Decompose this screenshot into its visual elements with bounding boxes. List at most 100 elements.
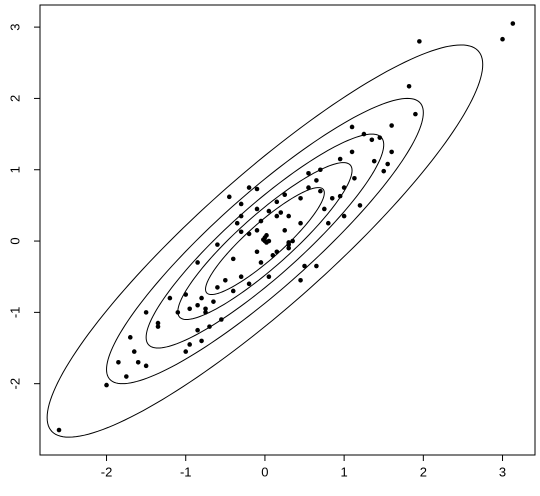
point xyxy=(135,359,141,365)
point xyxy=(286,245,291,251)
y-tick-label: 0 xyxy=(7,237,22,244)
x-tick-label: 2 xyxy=(420,464,427,479)
point xyxy=(290,238,295,244)
y-tick-label: 2 xyxy=(7,95,22,102)
point xyxy=(211,299,216,304)
point xyxy=(238,274,244,280)
y-tick-label: 3 xyxy=(7,23,22,30)
point xyxy=(254,228,260,233)
point xyxy=(203,306,208,312)
point xyxy=(389,123,394,128)
point xyxy=(116,359,121,365)
point xyxy=(56,427,62,433)
contour xyxy=(145,133,385,349)
point xyxy=(199,295,204,301)
point xyxy=(349,124,355,130)
point xyxy=(357,203,363,208)
point xyxy=(234,220,240,226)
point xyxy=(377,135,383,140)
point xyxy=(510,21,516,26)
plot-box xyxy=(39,4,536,456)
point xyxy=(282,192,288,197)
point xyxy=(254,249,260,255)
point xyxy=(361,131,367,137)
point xyxy=(337,193,343,199)
point xyxy=(329,195,335,201)
point xyxy=(349,149,355,155)
point xyxy=(318,188,323,194)
point xyxy=(143,310,149,315)
point xyxy=(314,178,319,183)
point xyxy=(238,213,244,219)
point xyxy=(254,206,260,212)
point xyxy=(127,335,133,340)
point xyxy=(385,161,390,167)
point xyxy=(215,242,220,247)
point xyxy=(298,277,303,283)
point xyxy=(261,237,266,242)
point xyxy=(246,231,252,237)
point xyxy=(223,277,228,283)
point xyxy=(286,242,291,247)
point xyxy=(352,175,357,181)
point xyxy=(298,220,303,226)
point xyxy=(226,194,232,200)
point xyxy=(266,238,272,244)
point xyxy=(341,213,347,219)
point xyxy=(230,288,236,294)
point xyxy=(270,253,276,258)
point xyxy=(143,363,149,369)
point xyxy=(369,137,375,143)
point xyxy=(325,220,331,226)
point xyxy=(264,233,269,238)
point xyxy=(238,229,244,235)
x-tick-label: 0 xyxy=(261,464,268,479)
point xyxy=(381,168,387,174)
point xyxy=(203,310,208,315)
point xyxy=(266,274,272,280)
point xyxy=(314,263,319,269)
point xyxy=(124,374,129,379)
point xyxy=(298,195,303,201)
contour xyxy=(46,44,484,438)
contour xyxy=(106,97,424,385)
point xyxy=(318,167,323,173)
point xyxy=(306,185,311,190)
point xyxy=(282,228,288,233)
point xyxy=(258,260,264,265)
point xyxy=(215,285,220,290)
y-tick-label: -1 xyxy=(7,307,22,319)
point xyxy=(274,199,280,205)
point xyxy=(278,210,284,215)
point xyxy=(337,156,343,162)
point xyxy=(183,292,189,297)
point xyxy=(207,324,212,329)
point xyxy=(183,349,189,354)
y-tick-label: -2 xyxy=(7,378,22,390)
point xyxy=(274,249,280,255)
point xyxy=(175,310,181,315)
point xyxy=(195,260,200,265)
point xyxy=(155,324,161,329)
point xyxy=(322,206,327,212)
point xyxy=(187,306,192,312)
point xyxy=(274,213,280,219)
contour xyxy=(205,187,325,296)
x-tick-label: -1 xyxy=(180,464,192,479)
point xyxy=(187,342,192,347)
point xyxy=(371,158,377,164)
point xyxy=(246,281,252,287)
x-tick-label: 3 xyxy=(499,464,506,479)
point xyxy=(230,256,236,262)
point xyxy=(155,320,161,326)
point xyxy=(266,208,272,214)
point xyxy=(195,327,200,333)
point xyxy=(413,111,418,117)
point xyxy=(258,218,264,224)
point xyxy=(219,317,224,322)
y-tick-label: 1 xyxy=(7,166,22,173)
point xyxy=(417,39,422,44)
point xyxy=(341,185,347,190)
point xyxy=(302,263,307,269)
